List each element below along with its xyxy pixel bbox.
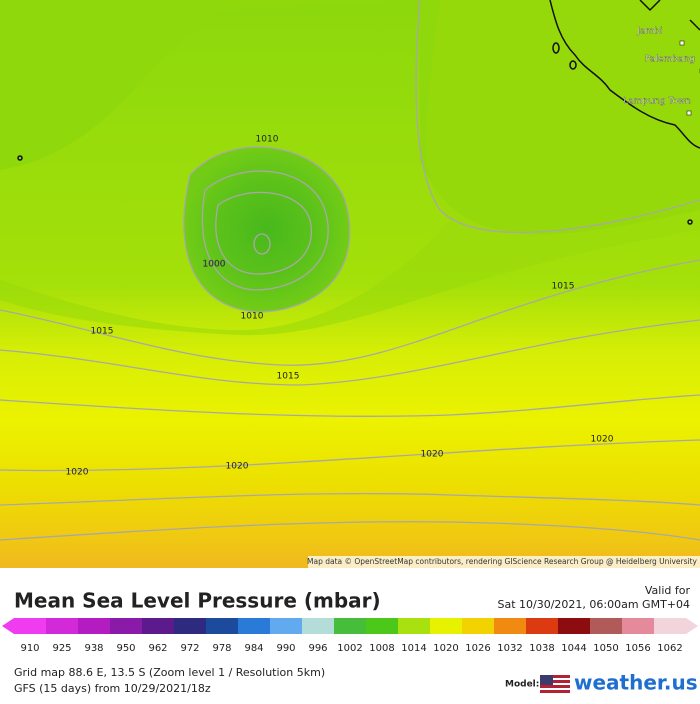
legend-tick-label: 925 bbox=[52, 643, 71, 654]
legend-swatch bbox=[622, 618, 655, 634]
legend-arrow bbox=[2, 618, 14, 634]
legend-tick-label: 972 bbox=[180, 643, 199, 654]
city-label: Jambi bbox=[636, 27, 662, 37]
legend-tick-label: 1032 bbox=[497, 643, 522, 654]
city-label: Palembang bbox=[645, 55, 695, 65]
legend-tick-label: 1020 bbox=[433, 643, 458, 654]
legend-swatch bbox=[206, 618, 239, 634]
legend-swatch bbox=[430, 618, 463, 634]
contour-label: 1015 bbox=[277, 372, 300, 382]
legend-tick-label: 938 bbox=[84, 643, 103, 654]
title: Mean Sea Level Pressure (mbar) bbox=[14, 589, 381, 613]
legend-arrow bbox=[686, 618, 698, 634]
contour-label: 1020 bbox=[591, 435, 614, 445]
legend-swatch bbox=[334, 618, 367, 634]
grid-info: Grid map 88.6 E, 13.5 S (Zoom level 1 / … bbox=[14, 666, 325, 679]
legend-tick-label: 1008 bbox=[369, 643, 394, 654]
attribution-bg bbox=[308, 556, 700, 568]
contour-label: 1015 bbox=[91, 327, 114, 337]
city-label: Lampung Town bbox=[623, 97, 691, 107]
contour-label: 1020 bbox=[421, 450, 444, 460]
legend-tick-label: 962 bbox=[148, 643, 167, 654]
legend-tick-label: 1026 bbox=[465, 643, 490, 654]
legend-tick-label: 978 bbox=[212, 643, 231, 654]
contour-label: 1020 bbox=[66, 468, 89, 478]
model-run: GFS (15 days) from 10/29/2021/18z bbox=[14, 682, 211, 695]
legend-tick-label: 996 bbox=[308, 643, 327, 654]
legend-swatch bbox=[46, 618, 79, 634]
legend-tick-label: 910 bbox=[20, 643, 39, 654]
flag bbox=[540, 675, 570, 693]
legend-swatch bbox=[654, 618, 687, 634]
legend-tick-label: 1014 bbox=[401, 643, 426, 654]
contour-label: 1010 bbox=[256, 135, 279, 145]
city-marker bbox=[679, 40, 685, 46]
legend-swatch bbox=[14, 618, 47, 634]
isobars bbox=[0, 0, 700, 541]
contour-label: 1010 bbox=[241, 312, 264, 322]
legend-tick-label: 1050 bbox=[593, 643, 618, 654]
contour-label: 1015 bbox=[552, 282, 575, 292]
legend-tick-label: 1044 bbox=[561, 643, 586, 654]
contour-label: 1020 bbox=[226, 462, 249, 472]
legend-swatch bbox=[462, 618, 495, 634]
valid-label: Valid for bbox=[645, 584, 691, 597]
legend-tick-label: 984 bbox=[244, 643, 263, 654]
legend-swatch bbox=[590, 618, 623, 634]
model-label: Model: bbox=[505, 680, 539, 690]
legend-swatch bbox=[110, 618, 143, 634]
legend-swatch bbox=[398, 618, 431, 634]
legend-swatch bbox=[78, 618, 111, 634]
legend: 910 925 938 950 962 972 978 984 990 996 1002 1008 10… bbox=[2, 618, 698, 654]
low-pressure bbox=[183, 147, 350, 312]
legend-swatch bbox=[366, 618, 399, 634]
valid-time: Sat 10/30/2021, 06:00am GMT+04 bbox=[497, 598, 690, 611]
legend-swatch bbox=[238, 618, 271, 634]
legend-tick-label: 950 bbox=[116, 643, 135, 654]
legend-swatch bbox=[142, 618, 175, 634]
coastline bbox=[17, 0, 700, 225]
legend-swatch bbox=[270, 618, 303, 634]
brand: weather.us bbox=[574, 671, 698, 695]
legend-tick-label: 1002 bbox=[337, 643, 362, 654]
legend-tick-label: 1062 bbox=[657, 643, 682, 654]
region bbox=[0, 0, 700, 336]
legend-swatch bbox=[302, 618, 335, 634]
legend-tick-label: 1056 bbox=[625, 643, 650, 654]
city-marker bbox=[686, 110, 692, 116]
contour-label: 1000 bbox=[203, 260, 226, 270]
legend-swatch bbox=[494, 618, 527, 634]
legend-swatch bbox=[526, 618, 559, 634]
legend-tick-label: 990 bbox=[276, 643, 295, 654]
legend-tick-label: 1038 bbox=[529, 643, 554, 654]
contour-labels: 1010 1000 1010 1015 1015 1015 1020 1020 1020 1020 bbox=[66, 135, 614, 478]
legend-swatch bbox=[174, 618, 207, 634]
legend-swatch bbox=[558, 618, 591, 634]
city-labels: Jambi Palembang Lampung Town bbox=[623, 26, 700, 116]
attribution: Map data © OpenStreetMap contributors, r… bbox=[307, 557, 698, 566]
